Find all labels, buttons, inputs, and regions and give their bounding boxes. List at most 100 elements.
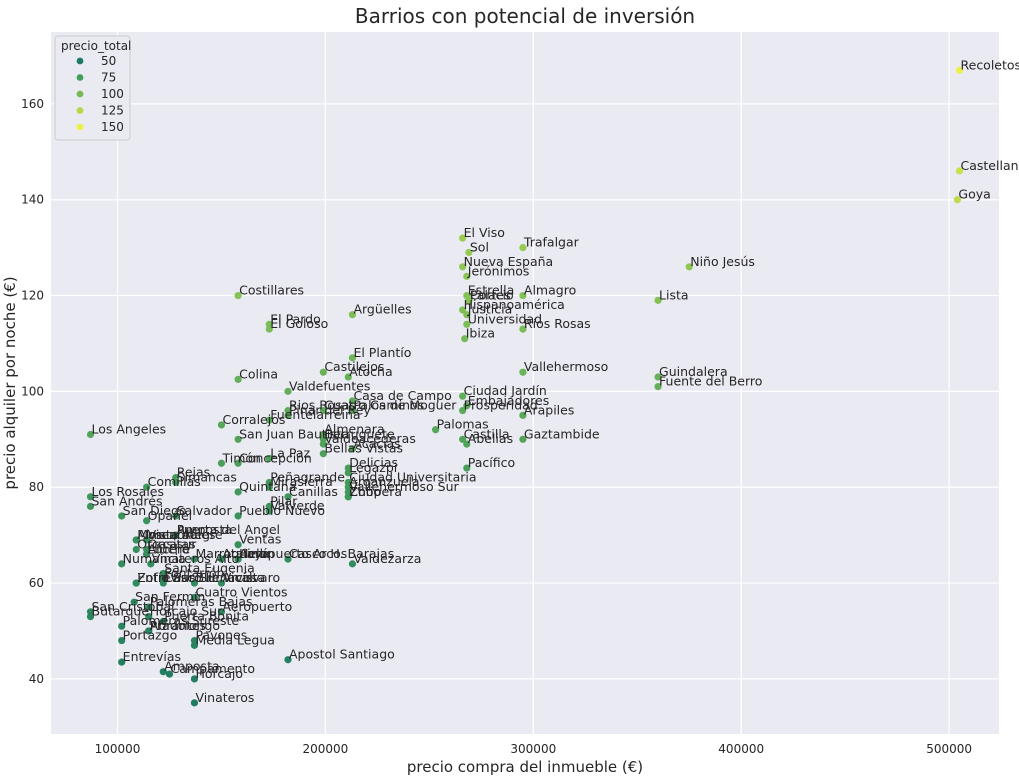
point-label: Gaztambide [524,426,600,441]
data-point [190,593,199,602]
point-label: Casco H. Barajas [289,546,394,561]
data-point [234,375,242,384]
data-point [217,459,226,467]
data-point [265,483,273,491]
y-tick-label: 100 [21,384,44,398]
point-label: Lista [659,287,689,302]
point-label: Hispanoamérica [464,297,565,312]
y-axis-title: precio alquiler por noche (€) [1,276,19,489]
point-label: Valdefuentes [289,378,370,393]
point-label: Goya [958,187,990,202]
point-label: Comillas [148,474,201,489]
data-point [86,502,95,510]
data-points [86,66,964,707]
point-label: Bellas Vistas [324,441,403,456]
point-label: Prosperidad [464,398,538,413]
data-point [217,608,226,616]
x-tick-label: 400000 [718,742,764,756]
point-label: Portazgo [123,628,178,643]
data-point [217,579,226,587]
point-label: Puerta Bonita [164,608,249,623]
point-label: El Goloso [270,316,328,331]
legend-marker [76,107,84,114]
point-label: Palomeras Sureste [123,613,240,628]
data-point [459,392,467,400]
data-point [319,440,327,448]
point-label: Pinar del Rey [289,402,371,417]
legend: precio_total 50 75 100 125 150 [54,35,131,141]
point-label: Apostol Santiago [289,647,395,662]
point-label: Santa Eugenia [164,560,255,575]
point-label: Marroquina [195,546,266,561]
data-point [348,311,357,319]
data-point [172,512,180,520]
point-label: Palos de Moguer [353,398,457,413]
data-point [519,368,527,376]
point-label: San Juan Bautista [239,426,349,441]
data-point [165,670,174,678]
legend-marker [76,123,84,131]
data-point [953,196,962,204]
data-point [190,555,199,563]
point-label: Costillares [239,283,304,298]
point-label: Fuente del Berro [659,374,762,389]
point-label: Vallehermoso Sur [349,479,459,494]
point-label: Aluche [148,541,191,556]
data-point [132,536,140,544]
x-tick-label: 500000 [926,742,972,756]
data-point [463,320,471,328]
data-point [463,402,471,410]
point-label: Amposta [164,659,219,674]
data-point [234,488,242,496]
point-label: Los Rosales [92,484,165,499]
data-point [519,325,527,333]
data-point [955,66,964,74]
data-point [145,613,153,621]
point-label: Embajadores [468,393,549,408]
data-point [463,311,471,319]
data-point [159,668,167,676]
point-label: Valdezarza [353,551,421,566]
point-label: Castilejos [324,359,384,374]
point-label: Palomas [437,417,489,432]
point-label: Pradolongo [150,618,220,633]
data-point [217,555,226,563]
point-label: Canillas [289,484,338,499]
point-label: Castilla [464,426,510,441]
point-label: Arapiles [524,402,574,417]
data-point [159,579,167,587]
data-point [284,411,292,419]
point-label: Almagro [524,283,576,298]
y-tick-labels: 40 60 80 100 120 140 160 [21,97,44,686]
point-label: Pacífico [468,455,515,470]
point-label: Ventas [239,532,281,547]
y-tick-label: 40 [29,672,44,686]
data-point [465,296,473,304]
point-label: Corralejos [222,412,285,427]
point-label: San Fermín [135,589,205,604]
point-label: Puerta del Angel [177,522,280,537]
data-point [461,335,469,343]
data-point [234,291,242,300]
point-label: Pueblo Nuevo [239,503,325,518]
point-label: Delicias [349,455,398,470]
data-point [344,469,352,477]
point-label: Zofio [349,484,381,499]
data-point [348,354,357,362]
data-point [284,656,292,664]
point-label: Ibiza [466,326,495,341]
data-point [217,421,226,429]
point-label: Orcasur [148,537,198,552]
legend-label: 100 [101,87,124,101]
point-label: Numancia [123,551,186,566]
point-label: Estrella [468,283,514,298]
point-label: Horcajo [195,666,243,681]
point-label: Argüelles [353,302,411,317]
point-label: Chopera [349,484,402,499]
point-label: Valverde [270,498,325,513]
point-label: Zofío Sur [137,570,195,585]
x-tick-label: 200000 [303,742,349,756]
data-point [118,658,126,666]
point-label: Vista Alegre [148,527,223,542]
